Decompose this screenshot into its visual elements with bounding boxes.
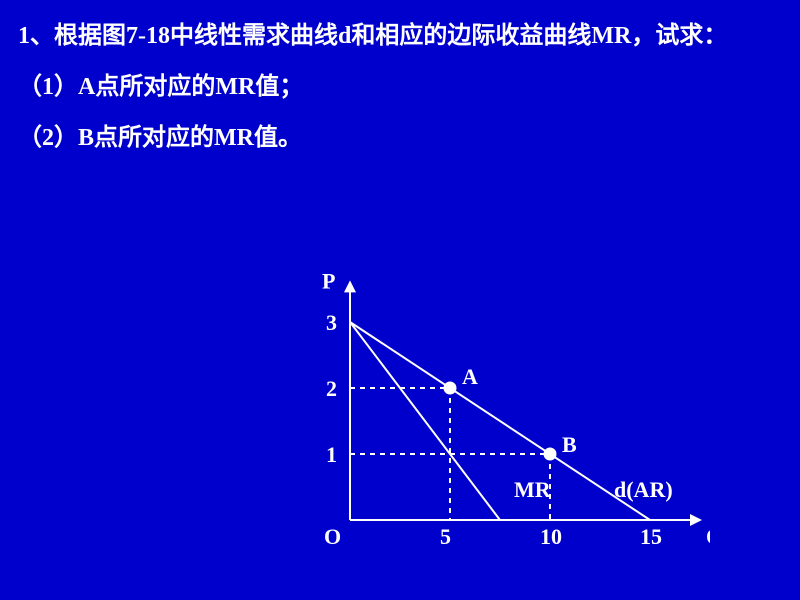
point-a-label: A [462,364,478,389]
x-tick-15: 15 [640,524,662,549]
mr-label: MR [514,477,552,502]
question-part-2: （2）B点所对应的MR值。 [18,118,782,159]
question-lead: 1、根据图7-18中线性需求曲线d和相应的边际收益曲线MR，试求： [18,16,782,57]
demand-label: d(AR) [614,477,673,502]
y-axis-label: P [322,268,335,293]
y-axis-arrow [344,280,356,292]
x-tick-5: 5 [440,524,451,549]
y-tick-3: 3 [326,310,337,335]
x-axis-label: Q [706,524,710,549]
point-a [444,382,456,394]
mr-curve [350,322,500,520]
demand-curve [350,322,650,520]
chart-svg: 1 2 3 5 10 15 P Q O A B MR d(AR) [290,260,710,560]
economics-chart: 1 2 3 5 10 15 P Q O A B MR d(AR) [290,260,710,560]
y-tick-2: 2 [326,376,337,401]
y-tick-1: 1 [326,442,337,467]
question-part-1: （1）A点所对应的MR值； [18,67,782,108]
point-b [544,448,556,460]
point-b-label: B [562,432,577,457]
x-axis-arrow [690,514,702,526]
question-block: 1、根据图7-18中线性需求曲线d和相应的边际收益曲线MR，试求： （1）A点所… [0,0,800,158]
x-tick-10: 10 [540,524,562,549]
origin-label: O [324,524,341,549]
